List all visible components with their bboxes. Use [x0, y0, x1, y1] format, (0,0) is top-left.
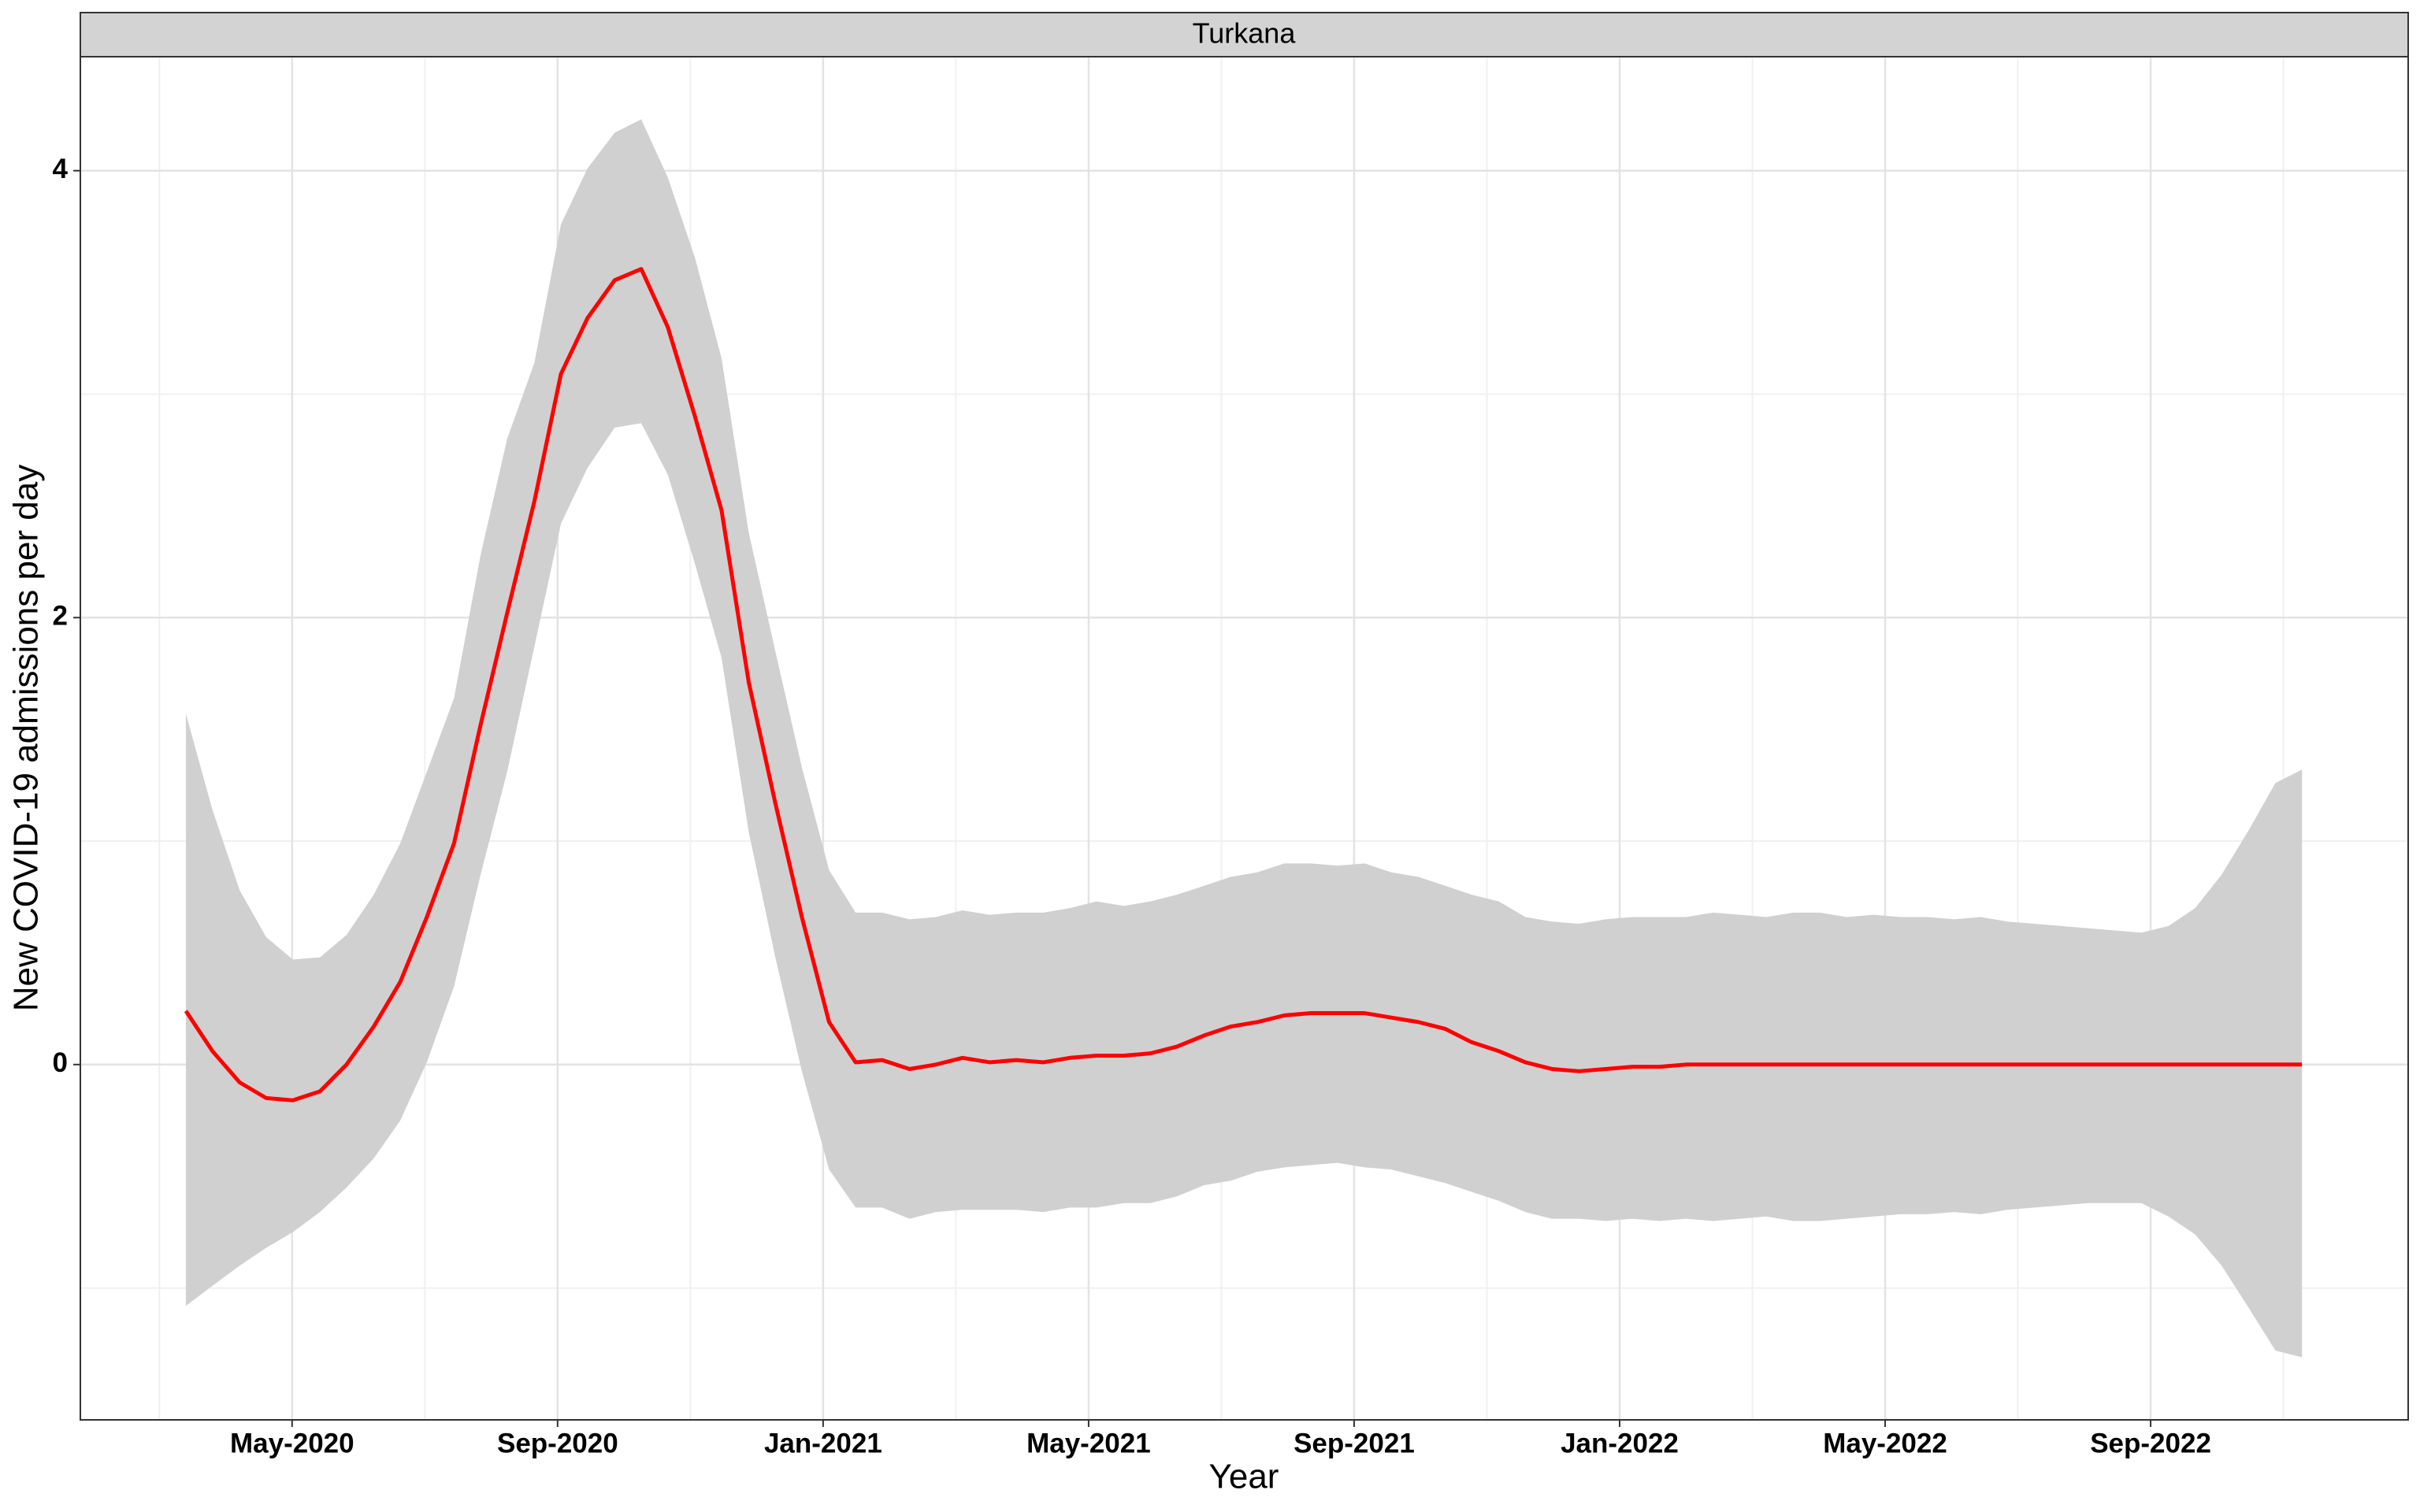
confidence-band [185, 119, 2303, 1358]
x-tick-label: Jan-2022 [1561, 1428, 1679, 1458]
mean-line [184, 267, 2303, 1102]
x-tick-label: May-2022 [1823, 1428, 1947, 1458]
x-tick-label: Sep-2021 [1294, 1428, 1415, 1458]
y-tick-label: 4 [53, 154, 69, 184]
panel-strip [80, 12, 2409, 57]
plot-area: 0 2 4 May-2020 Sep-2020 Jan-2021 May-2021 Sep-2… [53, 56, 2409, 1458]
x-tick-label: Sep-2022 [2090, 1428, 2211, 1458]
x-tick-label: Jan-2021 [764, 1428, 882, 1458]
panel-title: Turkana [1193, 17, 1297, 50]
x-tick-label: May-2020 [230, 1428, 354, 1458]
x-axis-title: Year [1209, 1458, 1279, 1496]
y-tick-label: 0 [53, 1047, 68, 1078]
x-tick-label: Sep-2020 [497, 1428, 618, 1458]
x-tick-label: May-2021 [1026, 1428, 1151, 1458]
plot-border [80, 56, 2409, 1421]
y-tick-label: 2 [53, 601, 68, 632]
y-axis-title: New COVID-19 admissions per day [7, 465, 46, 1011]
